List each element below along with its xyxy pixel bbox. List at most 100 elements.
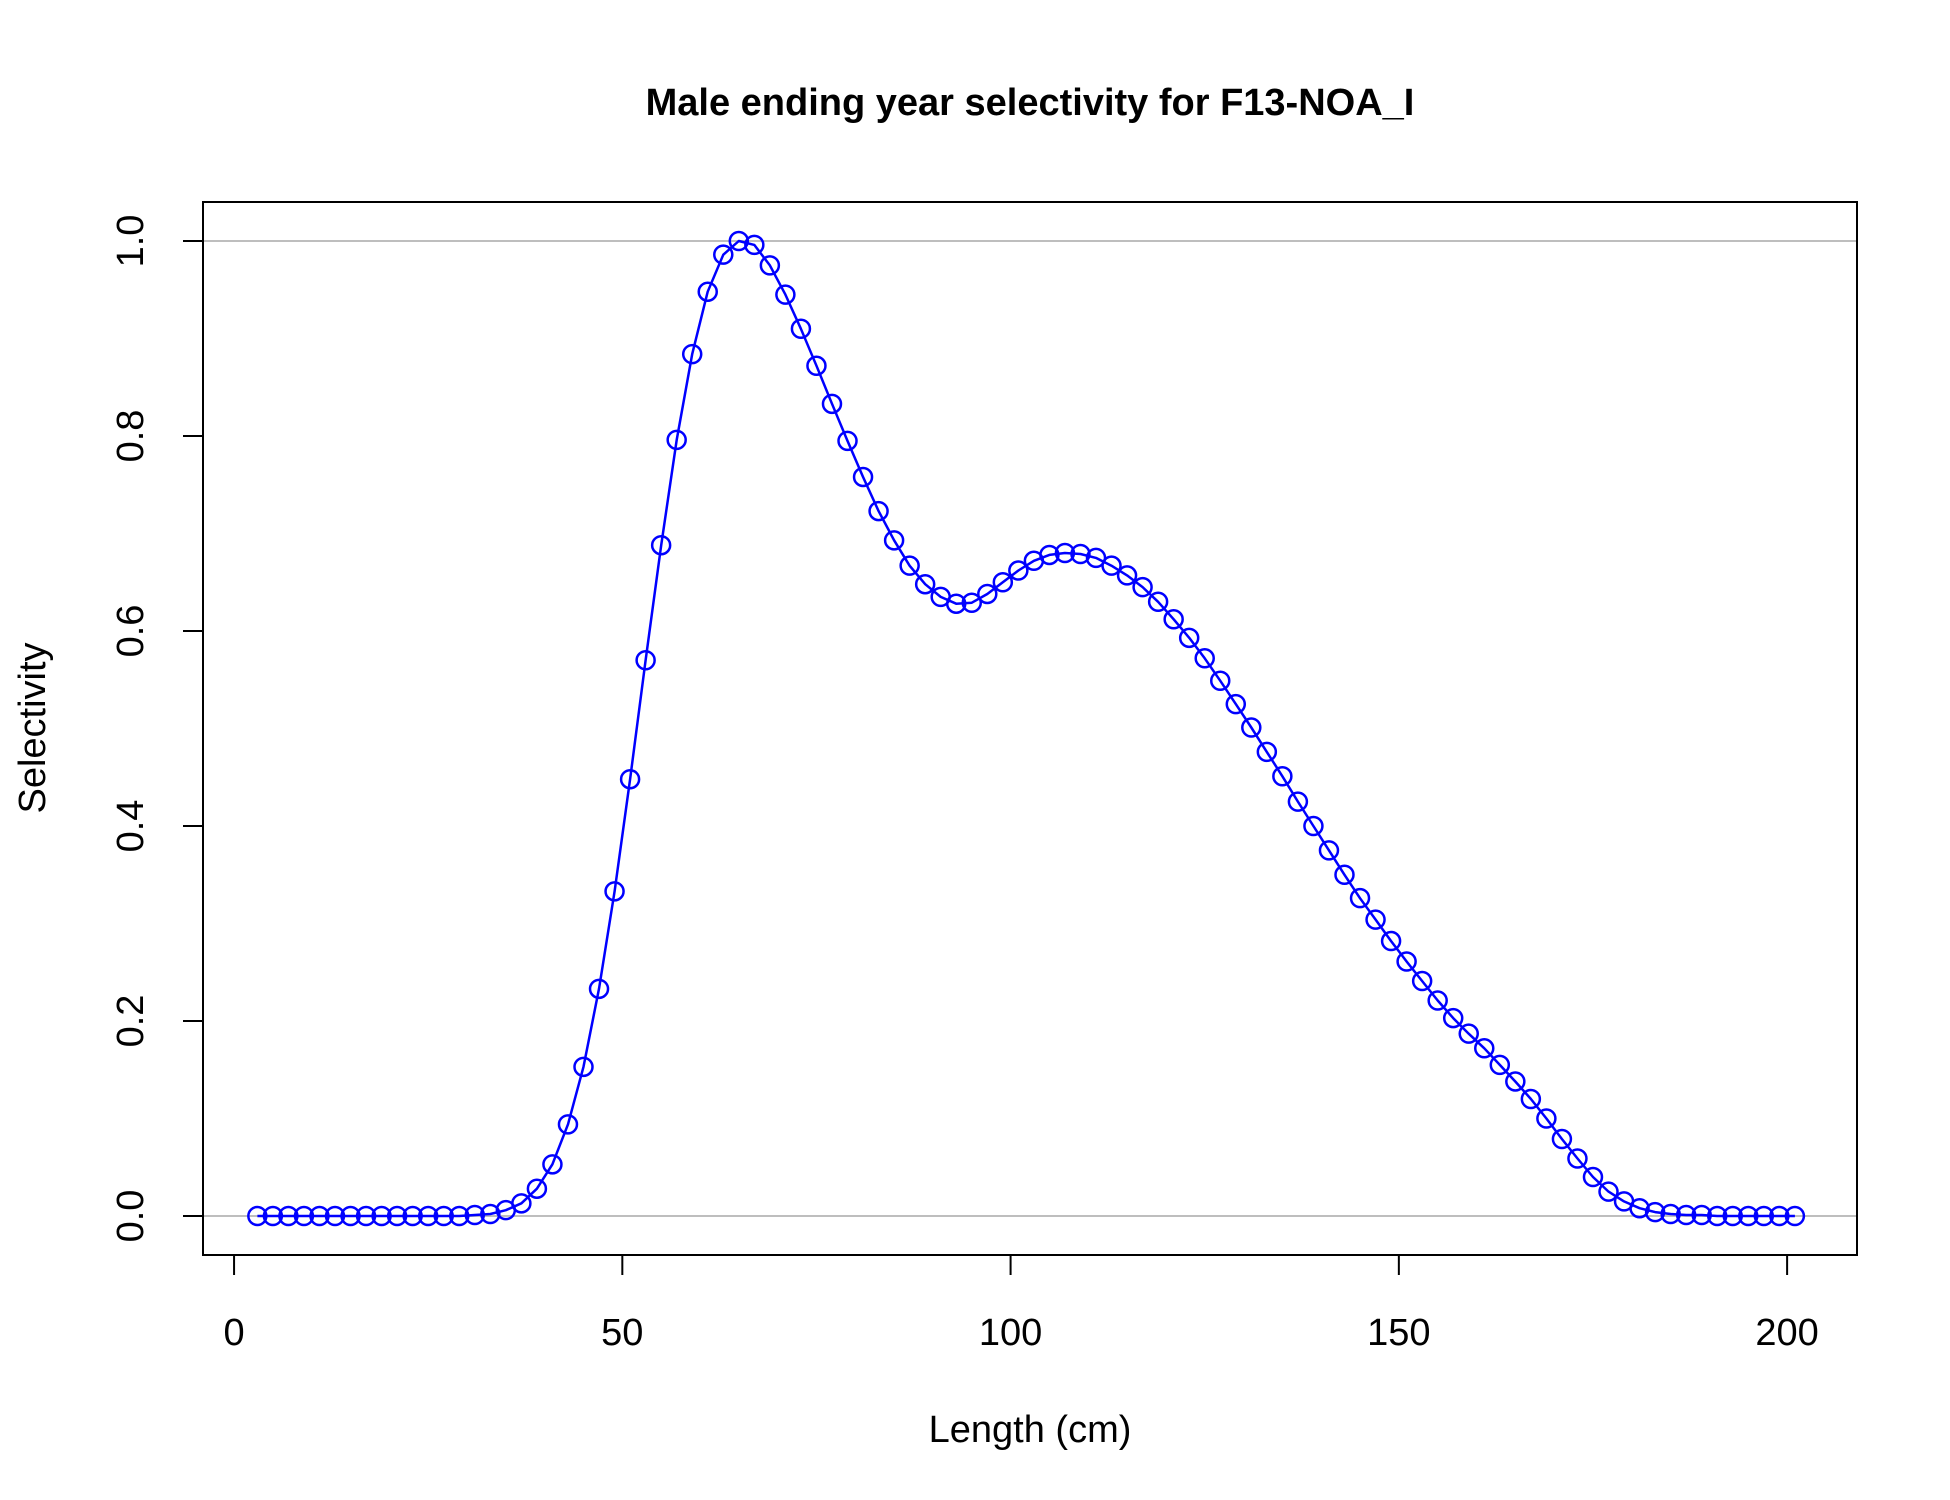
y-axis-label: Selectivity: [12, 642, 54, 813]
data-point: [775, 284, 796, 305]
x-tick-label: 0: [223, 1312, 244, 1354]
data-point: [837, 430, 858, 452]
series-layer: [247, 230, 1806, 1227]
chart-title: Male ending year selectivity for F13-NOA…: [646, 82, 1415, 124]
data-point: [1132, 576, 1153, 598]
data-point: [1054, 542, 1076, 564]
data-point: [1070, 543, 1091, 565]
data-point: [402, 1205, 423, 1227]
x-axis: 0 50 100 150 200: [223, 1254, 1819, 1354]
data-point: [1598, 1181, 1619, 1202]
data-point: [1706, 1205, 1728, 1227]
data-point: [713, 244, 734, 265]
data-point: [449, 1205, 470, 1227]
series-line-0: [257, 239, 1795, 1218]
data-point: [1209, 670, 1231, 691]
data-point: [1287, 791, 1309, 812]
reference-lines: [203, 240, 1857, 1217]
data-point: [417, 1205, 439, 1227]
data-point: [1241, 717, 1262, 738]
x-tick-label: 50: [601, 1312, 643, 1354]
data-point: [371, 1205, 392, 1227]
data-point: [355, 1205, 377, 1227]
y-tick-label: 0.6: [110, 605, 152, 658]
data-point: [790, 318, 812, 339]
data-point: [1675, 1204, 1697, 1226]
data-point: [806, 355, 827, 377]
x-tick-label: 200: [1755, 1312, 1818, 1354]
data-point: [278, 1205, 299, 1227]
data-point: [1178, 627, 1200, 649]
data-point: [1753, 1205, 1775, 1227]
data-point: [1396, 951, 1417, 972]
data-point: [1722, 1205, 1744, 1227]
data-point: [1458, 1023, 1479, 1044]
data-point: [883, 530, 905, 551]
data-point: [1474, 1038, 1495, 1059]
data-point: [1101, 555, 1122, 576]
data-point: [899, 555, 920, 576]
data-point: [945, 593, 967, 614]
data-point: [1660, 1203, 1681, 1225]
data-point: [293, 1205, 315, 1227]
data-point: [635, 650, 656, 671]
data-point: [573, 1056, 594, 1078]
data-point: [511, 1193, 532, 1214]
data-point: [557, 1114, 579, 1135]
data-point: [542, 1154, 563, 1175]
y-axis: 0.0 0.2 0.4 0.6 0.8 1.0: [110, 215, 204, 1243]
data-point: [619, 768, 641, 790]
data-point: [604, 881, 625, 902]
data-point: [262, 1205, 284, 1227]
data-point: [1147, 591, 1169, 612]
plot-frame: [202, 201, 1858, 1256]
data-point: [1551, 1128, 1573, 1150]
data-point: [1256, 741, 1278, 763]
data-point: [588, 978, 610, 1000]
data-point: [309, 1205, 330, 1227]
data-point: [1442, 1007, 1464, 1029]
data-point: [1582, 1166, 1604, 1188]
data-point: [1163, 609, 1184, 630]
data-point: [324, 1205, 346, 1227]
y-tick-label: 0.2: [110, 995, 152, 1048]
data-point: [852, 466, 874, 488]
data-point: [1225, 693, 1247, 715]
data-point: [681, 343, 703, 365]
data-point: [1008, 560, 1029, 581]
data-point: [977, 583, 998, 605]
data-point: [1039, 544, 1060, 566]
y-tick-label: 0.4: [110, 800, 152, 853]
data-point: [992, 572, 1014, 593]
data-point: [1784, 1205, 1806, 1227]
data-point: [1303, 815, 1324, 837]
data-point: [1536, 1108, 1557, 1129]
data-point: [759, 255, 781, 276]
x-tick-label: 100: [979, 1312, 1042, 1354]
data-point: [666, 429, 687, 451]
x-axis-label: Length (cm): [929, 1409, 1132, 1451]
data-point: [821, 393, 843, 415]
data-point: [247, 1205, 268, 1227]
data-point: [1334, 864, 1355, 885]
data-point: [697, 281, 718, 302]
data-point: [961, 592, 983, 613]
data-point: [1520, 1088, 1542, 1110]
data-point: [480, 1203, 501, 1225]
data-point: [1272, 766, 1293, 787]
y-tick-label: 0.0: [110, 1190, 152, 1243]
data-point: [526, 1178, 548, 1199]
data-point: [728, 230, 750, 252]
data-point: [1505, 1071, 1526, 1092]
data-point: [1411, 970, 1433, 992]
data-point: [1116, 565, 1138, 586]
y-tick-label: 0.8: [110, 410, 152, 463]
x-tick-label: 150: [1367, 1312, 1430, 1354]
data-point: [1567, 1148, 1588, 1169]
data-point: [1427, 990, 1448, 1011]
data-point: [1629, 1197, 1650, 1219]
data-point: [340, 1205, 361, 1227]
data-point: [650, 534, 672, 556]
data-point: [868, 500, 889, 522]
